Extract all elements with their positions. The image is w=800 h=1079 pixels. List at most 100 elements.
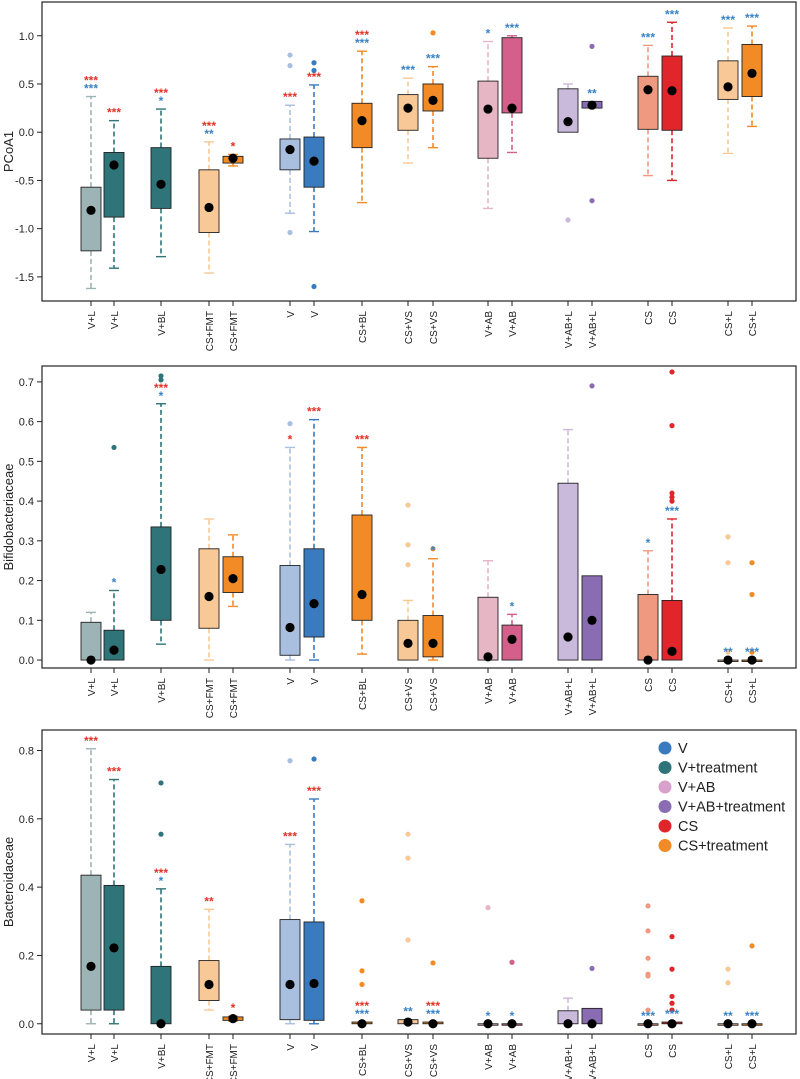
median-point	[109, 943, 119, 953]
significance-label: ***	[283, 90, 297, 104]
significance-label: ***	[665, 504, 679, 518]
legend-marker	[658, 819, 672, 833]
legend-marker	[658, 741, 672, 755]
x-tick-label: CS+FMT	[205, 311, 216, 351]
x-tick-label: CS	[644, 1044, 655, 1058]
x-tick-label: V+AB	[508, 1044, 519, 1070]
outlier-point	[311, 283, 317, 290]
box-8: CS+BL ***	[351, 432, 373, 710]
outlier-point	[645, 955, 651, 961]
significance-label: *	[231, 1001, 236, 1015]
significance-label: *	[646, 536, 651, 550]
box-8: CS+BL ******	[351, 898, 373, 1076]
significance-label: *	[486, 1009, 491, 1023]
y-tick-label: 0.6	[19, 814, 34, 826]
median-point	[587, 615, 597, 625]
significance-label: *	[159, 389, 164, 403]
significance-label: *	[510, 599, 515, 613]
box-13: V+AB+L	[557, 428, 579, 715]
median-point	[156, 564, 166, 575]
median-point	[483, 104, 493, 114]
median-point	[403, 1017, 413, 1027]
significance-label: ***	[426, 52, 440, 66]
box-2: V+L ***	[103, 106, 125, 329]
y-axis-label: Bacteroidaceae	[1, 837, 16, 927]
outlier-point	[645, 973, 651, 979]
box-body	[477, 596, 499, 661]
outlier-point	[749, 649, 755, 655]
median-point	[723, 655, 733, 665]
outlier-point	[158, 780, 164, 786]
x-tick-label: V+AB+L	[588, 678, 599, 716]
outlier-point	[725, 980, 731, 986]
chart-panel-1: -1.5-1.0-0.50.00.51.0PCoA1V+L******V+L**…	[1, 1, 797, 351]
x-tick-label: CS+L	[748, 311, 759, 337]
outlier-point	[645, 903, 651, 909]
median-point	[667, 646, 677, 656]
x-tick-label: V	[310, 1044, 321, 1051]
x-tick-label: V+BL	[157, 678, 168, 703]
legend-label: V+AB	[678, 780, 715, 796]
median-point	[285, 622, 295, 633]
box-body	[303, 548, 325, 638]
chart-panel-2: 0.0 0.1 0.2 0.3 0.4 0.5 0.6 0.7 Bifidobacteriace…	[1, 365, 797, 718]
outlier-point	[509, 959, 515, 965]
box-9: CS+VS ***	[397, 63, 419, 344]
legend-marker	[658, 761, 672, 774]
x-tick-label: CS	[668, 1044, 679, 1058]
x-tick-label: CS+VS	[429, 311, 440, 344]
outlier-point	[359, 898, 365, 904]
x-tick-label: V	[310, 678, 321, 685]
box-16: CS ***	[661, 369, 683, 692]
box-3: V+BL ****	[150, 780, 172, 1069]
legend-label: CS	[678, 819, 698, 835]
box-5: CS+FMT *	[222, 1001, 244, 1079]
y-tick-label: -0.5	[15, 175, 34, 187]
y-axis-label: Bifidobacteriaceae	[1, 464, 16, 571]
box-10: CS+VS ***	[422, 30, 444, 344]
box-14: V+AB+L	[581, 965, 603, 1079]
box-1: V+L	[80, 611, 102, 696]
outlier-point	[158, 831, 164, 837]
y-tick-label: 0.7	[19, 377, 34, 389]
x-tick-label: CS	[668, 678, 679, 692]
median-point	[86, 655, 96, 665]
chart-panel-3: 0.00.20.40.60.8BacteroidaceaeV+L***V+L**…	[1, 729, 797, 1079]
x-tick-label: CS+L	[748, 1044, 759, 1070]
outlier-point	[311, 756, 317, 762]
median-point	[403, 638, 413, 648]
x-tick-label: CS+VS	[429, 678, 440, 711]
median-point	[285, 979, 295, 990]
box-8: CS+BL ******	[351, 28, 373, 343]
outlier-point	[749, 943, 755, 949]
median-point	[563, 632, 573, 642]
box-body	[103, 152, 125, 218]
outlier-point	[485, 905, 491, 911]
significance-label: ***	[355, 36, 369, 50]
box-12: V+AB *	[501, 599, 523, 704]
outlier-point	[589, 198, 595, 204]
outlier-point	[287, 758, 293, 764]
y-tick-label: 0.0	[19, 127, 34, 139]
significance-label: ***	[84, 734, 98, 748]
outlier-point	[725, 966, 731, 972]
x-tick-label: CS+BL	[358, 311, 369, 343]
median-point	[507, 103, 517, 113]
median-point	[309, 599, 319, 609]
box-6: V ***	[279, 52, 301, 318]
box-11: V+AB *	[477, 27, 499, 337]
outlier-point	[669, 1000, 675, 1006]
y-tick-label: 0.4	[19, 882, 34, 894]
outlier-point	[359, 968, 365, 974]
significance-label: ***	[202, 119, 216, 133]
x-tick-label: CS	[644, 311, 655, 325]
legend: V V+treatment V+AB V+AB+treatment CS CS+treat…	[658, 741, 785, 855]
median-point	[428, 95, 438, 105]
x-tick-label: V+L	[110, 1044, 121, 1063]
legend-label: V+AB+treatment	[678, 800, 785, 816]
box-body	[422, 615, 444, 658]
significance-label: **	[204, 127, 214, 141]
box-7: V ***	[303, 405, 325, 685]
x-tick-label: V+AB	[484, 311, 495, 337]
